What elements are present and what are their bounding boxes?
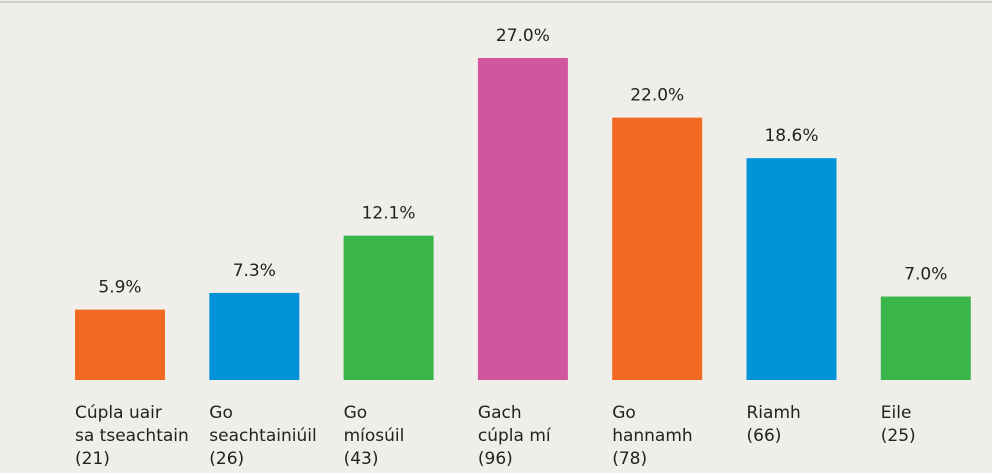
category-label: Eile (881, 403, 912, 423)
category-label: sa tseachtain (75, 426, 189, 446)
category-label: Go (209, 403, 233, 423)
value-label: 12.1% (362, 204, 416, 224)
value-label: 18.6% (764, 126, 818, 146)
value-label: 7.0% (904, 265, 947, 285)
bar (612, 117, 703, 380)
category-label: Go (612, 403, 636, 423)
category-label: (25) (881, 426, 916, 446)
bar (75, 309, 165, 380)
category-label: Go (344, 403, 368, 423)
bar (209, 292, 300, 380)
bar (746, 158, 837, 380)
category-label: (43) (344, 449, 379, 469)
bar (880, 296, 971, 380)
category-label: (96) (478, 449, 513, 469)
category-label: (26) (209, 449, 244, 469)
value-label: 22.0% (630, 86, 684, 106)
value-label: 27.0% (496, 26, 550, 46)
category-label: míosúil (344, 426, 405, 446)
value-label: 7.3% (233, 261, 276, 281)
category-label: Gach (478, 403, 522, 423)
category-label: (78) (612, 449, 647, 469)
category-label: cúpla mí (478, 426, 552, 446)
category-label: (21) (75, 449, 110, 469)
category-label: Riamh (747, 403, 801, 423)
category-label: seachtainiúil (209, 426, 316, 446)
category-label: hannamh (612, 426, 693, 446)
category-label: (66) (747, 426, 782, 446)
category-label: Cúpla uair (75, 403, 162, 423)
bar (477, 58, 568, 380)
value-label: 5.9% (98, 278, 141, 298)
bar (343, 235, 434, 380)
